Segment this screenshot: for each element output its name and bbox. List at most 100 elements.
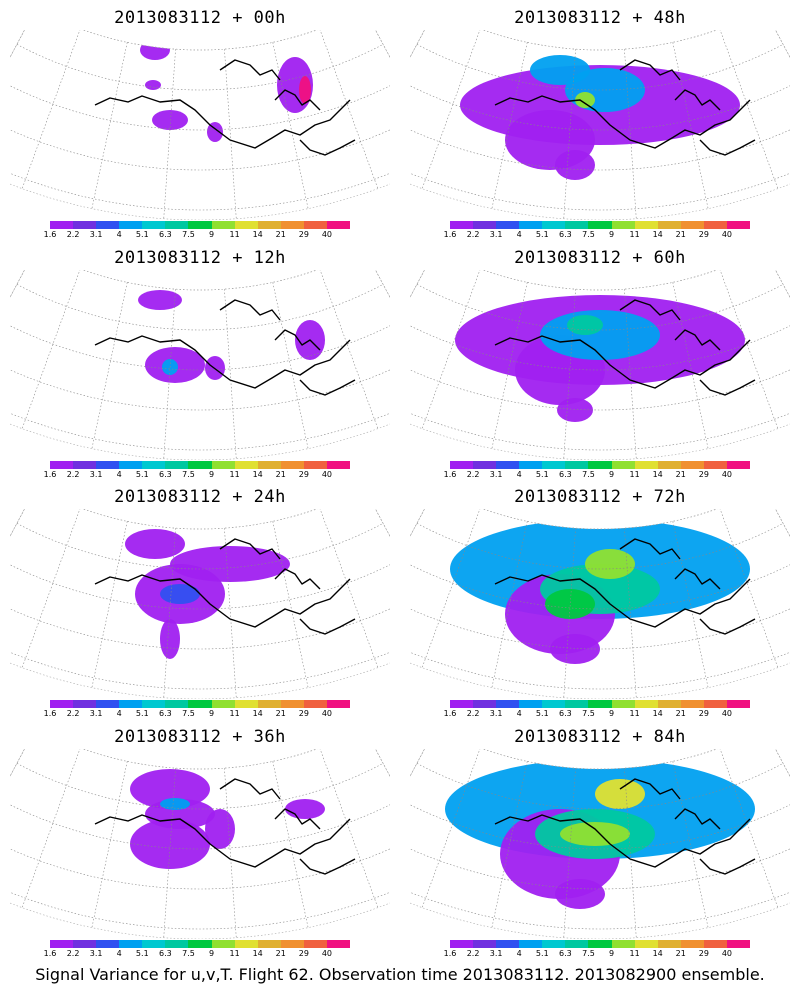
map-boundary <box>410 509 790 699</box>
colorbar-swatch <box>326 940 351 948</box>
meridian-line <box>163 528 176 698</box>
colorbar-swatch <box>303 940 327 948</box>
variance-region <box>140 40 170 60</box>
meridian-line <box>224 768 237 938</box>
colorbar-labels: 1.6 2.2 3.1 4 5.1 6.3 7.5 9 11 14 21 29 40 <box>444 229 750 239</box>
variance-region <box>170 546 290 582</box>
colorbar-label: 1.6 <box>443 230 457 239</box>
colorbar-label: 29 <box>298 949 309 958</box>
variance-region <box>545 589 595 619</box>
variance-region <box>550 634 600 664</box>
polar-map <box>410 509 790 699</box>
colorbar-swatch <box>188 940 212 948</box>
colorbar-swatch <box>326 461 351 469</box>
colorbar-label: 29 <box>698 709 709 718</box>
colorbar-swatches <box>50 940 351 948</box>
meridian-line <box>410 30 425 58</box>
colorbar-label: 3.1 <box>489 230 503 239</box>
variance-region <box>160 798 190 810</box>
meridian-line <box>775 749 790 777</box>
colorbar-label: 2.2 <box>66 230 80 239</box>
colorbar-label: 3.1 <box>89 470 103 479</box>
coastline <box>94 538 356 635</box>
colorbar-swatch <box>234 461 258 469</box>
polar-map <box>410 749 790 939</box>
meridian-line <box>10 270 25 298</box>
colorbar-label: 11 <box>229 470 240 479</box>
colorbar-swatch <box>280 940 304 948</box>
colorbar-swatch <box>703 221 727 229</box>
meridian-line <box>410 270 425 298</box>
colorbar-label: 21 <box>275 470 286 479</box>
figure-caption: Signal Variance for u,v,T. Flight 62. Ob… <box>35 965 765 984</box>
colorbar-swatch <box>703 461 727 469</box>
colorbar-label: 7.5 <box>182 470 195 479</box>
colorbar-swatch <box>188 221 212 229</box>
latitude-line <box>10 85 390 131</box>
colorbar-swatch <box>280 221 304 229</box>
colorbar-label: 1.6 <box>43 949 57 958</box>
meridian-line <box>491 761 528 928</box>
meridian-line <box>775 509 790 537</box>
colorbar-swatch <box>726 940 751 948</box>
latitude-line <box>10 564 390 610</box>
colorbar-label: 5.1 <box>135 949 149 958</box>
latitude-line <box>10 412 390 451</box>
variance-region <box>555 150 595 180</box>
colorbar-swatch <box>726 461 751 469</box>
colorbar-label: 40 <box>721 949 733 958</box>
colorbar-label: 1.6 <box>43 230 57 239</box>
map-boundary <box>410 749 790 939</box>
colorbar-swatch <box>450 461 474 469</box>
colorbar-swatch <box>73 221 97 229</box>
colorbar-swatch <box>519 700 543 708</box>
colorbar-label: 2.2 <box>466 949 480 958</box>
colorbar-label: 7.5 <box>582 949 595 958</box>
colorbar-swatch <box>211 221 235 229</box>
variance-region <box>125 529 185 559</box>
colorbar-label: 6.3 <box>559 949 572 958</box>
colorbar-label: 1.6 <box>443 470 457 479</box>
meridian-line <box>319 30 379 189</box>
colorbar-swatch <box>611 940 635 948</box>
polar-map <box>10 30 390 220</box>
colorbar-swatch <box>634 461 658 469</box>
colorbar-swatch <box>657 221 681 229</box>
colorbar-swatch <box>473 940 497 948</box>
meridian-line <box>410 749 425 777</box>
colorbar-label: 1.6 <box>43 709 57 718</box>
map-panel-00h: 2013083112 + 00h 1.6 2.2 3.1 4 5.1 6.3 7.5 9 11 1… <box>10 8 390 248</box>
colorbar-label: 4 <box>516 949 522 958</box>
meridian-line <box>421 749 481 908</box>
colorbar-swatch <box>234 940 258 948</box>
colorbar-swatches <box>50 700 351 708</box>
latitude-line <box>10 129 390 171</box>
meridian-line <box>624 289 637 459</box>
colorbar-label: 11 <box>629 230 640 239</box>
meridian-line <box>91 521 128 688</box>
meridian-line <box>10 30 25 58</box>
colorbar: 1.6 2.2 3.1 4 5.1 6.3 7.5 9 11 14 21 29 40 <box>44 461 351 481</box>
colorbar-label: 6.3 <box>159 709 172 718</box>
colorbar-swatch <box>496 940 520 948</box>
meridian-line <box>163 49 176 219</box>
colorbar-swatch <box>565 940 589 948</box>
colorbar-swatch <box>542 221 566 229</box>
variance-region <box>138 290 182 310</box>
colorbar-swatches <box>450 700 751 708</box>
meridian-line <box>21 749 81 908</box>
colorbar-label: 4 <box>116 949 122 958</box>
coastline <box>94 59 356 156</box>
colorbar-swatch <box>165 940 189 948</box>
meridian-line <box>91 42 128 209</box>
map-field <box>460 55 740 180</box>
colorbar-swatch <box>450 700 474 708</box>
colorbar-label: 4 <box>116 230 122 239</box>
colorbar-swatch <box>611 461 635 469</box>
meridian-line <box>672 282 709 449</box>
colorbar-swatch <box>519 940 543 948</box>
variance-region <box>160 584 200 604</box>
colorbar-labels: 1.6 2.2 3.1 4 5.1 6.3 7.5 9 11 14 21 29 40 <box>44 229 350 239</box>
colorbar-label: 40 <box>321 230 333 239</box>
colorbar-swatch <box>50 700 74 708</box>
